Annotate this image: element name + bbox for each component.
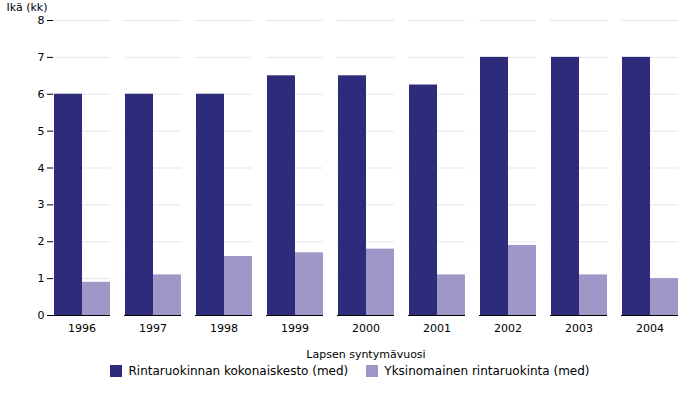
html-text:Yksinomainen rintaruokinta (me: Yksinomainen rintaruokinta (med)	[384, 364, 590, 378]
svg-text:1: 1	[38, 272, 45, 285]
svg-text:0: 0	[38, 309, 45, 322]
svg-text:7: 7	[38, 51, 45, 64]
svg-text:1997: 1997	[139, 322, 167, 335]
svg-text:4: 4	[38, 162, 45, 175]
svg-text:Lapsen syntymävuosi: Lapsen syntymävuosi	[306, 348, 425, 361]
svg-text:8: 8	[38, 14, 45, 27]
svg-text:2003: 2003	[565, 322, 593, 335]
html-text:Rintaruokinnan kokonaiskesto (: Rintaruokinnan kokonaiskesto (med)	[128, 364, 349, 378]
svg-text:2004: 2004	[636, 322, 664, 335]
svg-text:6: 6	[38, 88, 45, 101]
svg-text:5: 5	[38, 125, 45, 138]
svg-text:1996: 1996	[68, 322, 96, 335]
svg-text:3: 3	[38, 198, 45, 211]
svg-text:Ikä (kk): Ikä (kk)	[7, 1, 48, 14]
svg-text:2000: 2000	[352, 322, 380, 335]
svg-text:1998: 1998	[210, 322, 238, 335]
svg-text:2001: 2001	[423, 322, 451, 335]
svg-text:1999: 1999	[281, 322, 309, 335]
svg-text:2: 2	[38, 235, 45, 248]
svg-text:2002: 2002	[494, 322, 522, 335]
